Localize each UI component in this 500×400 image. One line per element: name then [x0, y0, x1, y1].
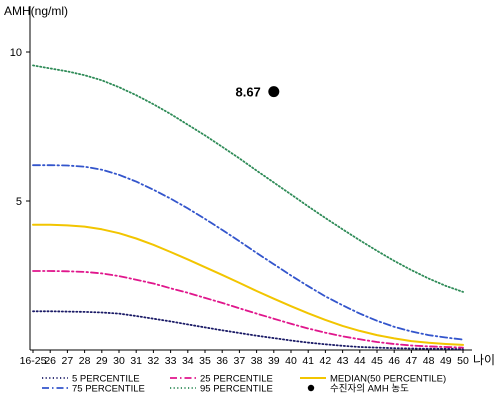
y-tick-label: 10 — [10, 47, 22, 59]
patient-amh-value-label: 8.67 — [235, 85, 260, 100]
x-tick-label: 32 — [148, 355, 160, 367]
series-line-25-percentile — [32, 270, 464, 349]
series-line-median-50-percentile — [32, 223, 464, 346]
patient-amh-point — [268, 86, 280, 98]
x-tick-label: 36 — [216, 355, 228, 367]
x-tick-label: 46 — [388, 355, 400, 367]
series-line-5-percentile — [32, 310, 464, 351]
x-tick-label: 27 — [62, 355, 74, 367]
x-tick-label: 35 — [199, 355, 211, 367]
x-tick-label: 44 — [354, 355, 366, 367]
x-tick-label: 30 — [113, 355, 125, 367]
x-tick-label: 39 — [268, 355, 280, 367]
x-tick-label: 34 — [182, 355, 194, 367]
y-tick-label: 5 — [16, 196, 22, 208]
x-tick-label: 45 — [371, 355, 383, 367]
x-tick-label: 28 — [79, 355, 91, 367]
legend-label: 5 PERCENTILE — [72, 374, 140, 385]
legend-label: 95 PERCENTILE — [200, 384, 273, 395]
legend-label: 75 PERCENTILE — [72, 384, 145, 395]
x-tick-label: 26 — [44, 355, 56, 367]
x-tick-label: 37 — [234, 355, 246, 367]
legend-label: MEDIAN(50 PERCENTILE) — [330, 374, 446, 385]
x-tick-label: 31 — [130, 355, 142, 367]
x-tick-label: 49 — [440, 355, 452, 367]
x-tick-label: 16-25 — [20, 355, 47, 367]
legend-label: 25 PERCENTILE — [200, 374, 273, 385]
legend-label: 수진자의 AMH 농도 — [330, 384, 409, 395]
x-tick-label: 38 — [251, 355, 263, 367]
x-tick-label: 29 — [96, 355, 108, 367]
x-tick-label: 33 — [165, 355, 177, 367]
y-axis-label: AMH(ng/ml) — [4, 4, 68, 18]
x-tick-label: 50 — [457, 355, 469, 367]
x-tick-label: 42 — [320, 355, 332, 367]
x-tick-label: 43 — [337, 355, 349, 367]
x-tick-label: 48 — [423, 355, 435, 367]
x-tick-label: 47 — [406, 355, 418, 367]
series-line-95-percentile — [32, 64, 464, 293]
x-tick-label: 40 — [285, 355, 297, 367]
legend-point-swatch — [307, 384, 315, 392]
x-axis-label: 나이 — [473, 353, 495, 367]
series-line-75-percentile — [32, 164, 464, 341]
x-tick-label: 41 — [302, 355, 314, 367]
